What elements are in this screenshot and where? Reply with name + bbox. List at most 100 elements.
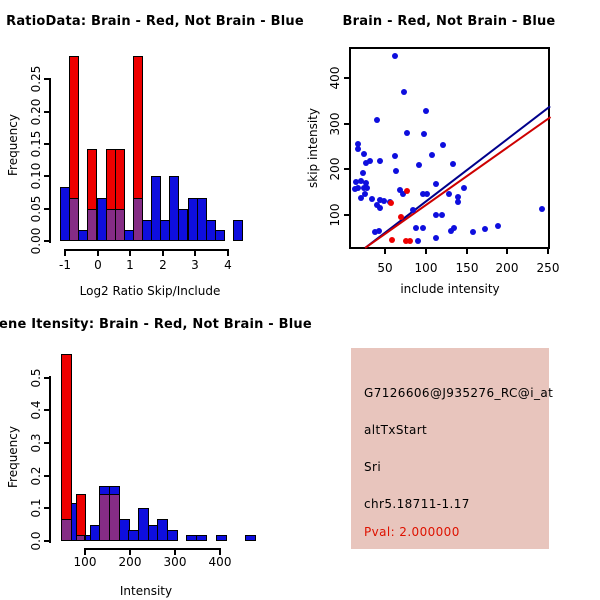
- x-tick-label: 1: [126, 258, 134, 272]
- scatter-point-blue: [470, 229, 476, 235]
- x-tick-label: 200: [118, 555, 142, 569]
- scatter-point-blue: [392, 153, 398, 159]
- x-axis-tick: [84, 550, 86, 555]
- histogram-bar-blue: [216, 535, 227, 541]
- histogram-bar-overlap: [76, 535, 85, 541]
- x-axis-line: [84, 548, 221, 550]
- scatter-point-blue: [376, 228, 382, 234]
- scatter-point-blue: [392, 53, 398, 59]
- x-axis-tick: [129, 251, 131, 256]
- x-tick-label: 300: [163, 555, 187, 569]
- y-tick-label: 0.4: [29, 400, 43, 420]
- x-axis-tick: [425, 249, 427, 254]
- scatter-point-blue: [410, 207, 416, 213]
- scatter-point-red: [403, 238, 409, 244]
- species-text: Sri: [364, 460, 382, 474]
- histogram-bar-red: [61, 354, 72, 541]
- y-axis-tick: [44, 540, 49, 542]
- pval-text: Pval: 2.000000: [364, 525, 460, 539]
- scatter-point-blue: [377, 158, 383, 164]
- y-tick-label: 0.1: [29, 498, 43, 518]
- y-axis-line: [49, 78, 51, 243]
- x-tick-label: 3: [191, 258, 199, 272]
- y-tick-label: 400: [328, 66, 342, 90]
- scatter-point-blue: [450, 161, 456, 167]
- scatter-point-blue: [372, 229, 378, 235]
- y-axis-tick: [44, 409, 49, 411]
- histogram-bar-blue: [167, 530, 178, 541]
- scatter-point-blue: [482, 226, 488, 232]
- x-axis-tick: [162, 251, 164, 256]
- x-tick-label: -1: [59, 258, 71, 272]
- info-panel: G7126606@J935276_RC@i_at altTxStart Sri …: [351, 348, 553, 549]
- x-axis-tick: [227, 251, 229, 256]
- scatter-point-red: [388, 200, 394, 206]
- scatter-point-blue: [420, 225, 426, 231]
- y-axis-tick: [44, 377, 49, 379]
- y-axis-tick: [44, 78, 49, 80]
- x-axis-line: [64, 249, 229, 251]
- histogram-bar-blue: [151, 176, 161, 241]
- x-axis-tick: [174, 550, 176, 555]
- y-axis-line: [49, 376, 51, 543]
- y-axis-tick: [344, 214, 349, 216]
- y-axis-tick: [44, 143, 49, 145]
- y-axis-tick: [344, 123, 349, 125]
- scatter-point-blue: [413, 225, 419, 231]
- x-axis-tick: [219, 550, 221, 555]
- y-tick-label: 300: [328, 112, 342, 136]
- gene-hist-ylabel: Frequency: [6, 426, 20, 488]
- y-tick-label: 0.25: [29, 65, 43, 93]
- y-axis-tick: [44, 175, 49, 177]
- scatter-point-red: [398, 214, 404, 220]
- x-tick-label: 4: [224, 258, 232, 272]
- probe-id-text: G7126606@J935276_RC@i_at: [364, 386, 554, 400]
- scatter-point-blue: [358, 195, 364, 201]
- scatter-point-blue: [451, 225, 457, 231]
- scatter-point-blue: [355, 146, 361, 152]
- scatter-point-blue: [446, 191, 452, 197]
- x-axis-tick: [466, 249, 468, 254]
- histogram-bar-overlap: [115, 209, 125, 241]
- y-tick-label: 0.0: [29, 531, 43, 551]
- histogram-bar-overlap: [87, 209, 97, 241]
- scatter-point-blue: [433, 212, 439, 218]
- scatter-point-red: [389, 237, 395, 243]
- y-tick-label: 0.10: [29, 162, 43, 190]
- x-axis-tick: [384, 249, 386, 254]
- scatter-point-blue: [448, 228, 454, 234]
- scatter-point-blue: [433, 235, 439, 241]
- histogram-bar-blue: [215, 230, 225, 241]
- scatter-point-blue: [420, 191, 426, 197]
- scatter-point-blue: [363, 180, 369, 186]
- histogram-bar-blue: [245, 535, 256, 541]
- scatter-point-blue: [440, 142, 446, 148]
- scatter-point-blue: [461, 185, 467, 191]
- histogram-bar-overlap: [69, 198, 79, 241]
- y-axis-tick: [44, 208, 49, 210]
- scatter-point-blue: [364, 185, 370, 191]
- histogram-bar-overlap: [133, 198, 143, 241]
- y-tick-label: 0.20: [29, 98, 43, 126]
- x-tick-label: 100: [414, 261, 438, 275]
- x-tick-label: 2: [159, 258, 167, 272]
- x-axis-tick: [97, 251, 99, 256]
- y-axis-tick: [44, 475, 49, 477]
- y-tick-label: 0.2: [29, 466, 43, 486]
- scatter-point-blue: [416, 162, 422, 168]
- histogram-bar-blue: [169, 176, 179, 241]
- x-axis-tick: [194, 251, 196, 256]
- scatter-point-blue: [358, 178, 364, 184]
- y-axis-tick: [44, 111, 49, 113]
- x-tick-label: 400: [208, 555, 232, 569]
- scatter-point-blue: [421, 131, 427, 137]
- scatter-point-blue: [377, 197, 383, 203]
- scatter-point-blue: [455, 194, 461, 200]
- x-axis-tick: [129, 550, 131, 555]
- scatter-point-blue: [377, 205, 383, 211]
- gene-hist-title: Gene Itensity: Brain - Red, Not Brain - …: [0, 317, 312, 332]
- scatter-point-blue: [429, 152, 435, 158]
- y-tick-label: 200: [328, 157, 342, 181]
- y-tick-label: 100: [328, 203, 342, 227]
- event-type-text: altTxStart: [364, 423, 428, 437]
